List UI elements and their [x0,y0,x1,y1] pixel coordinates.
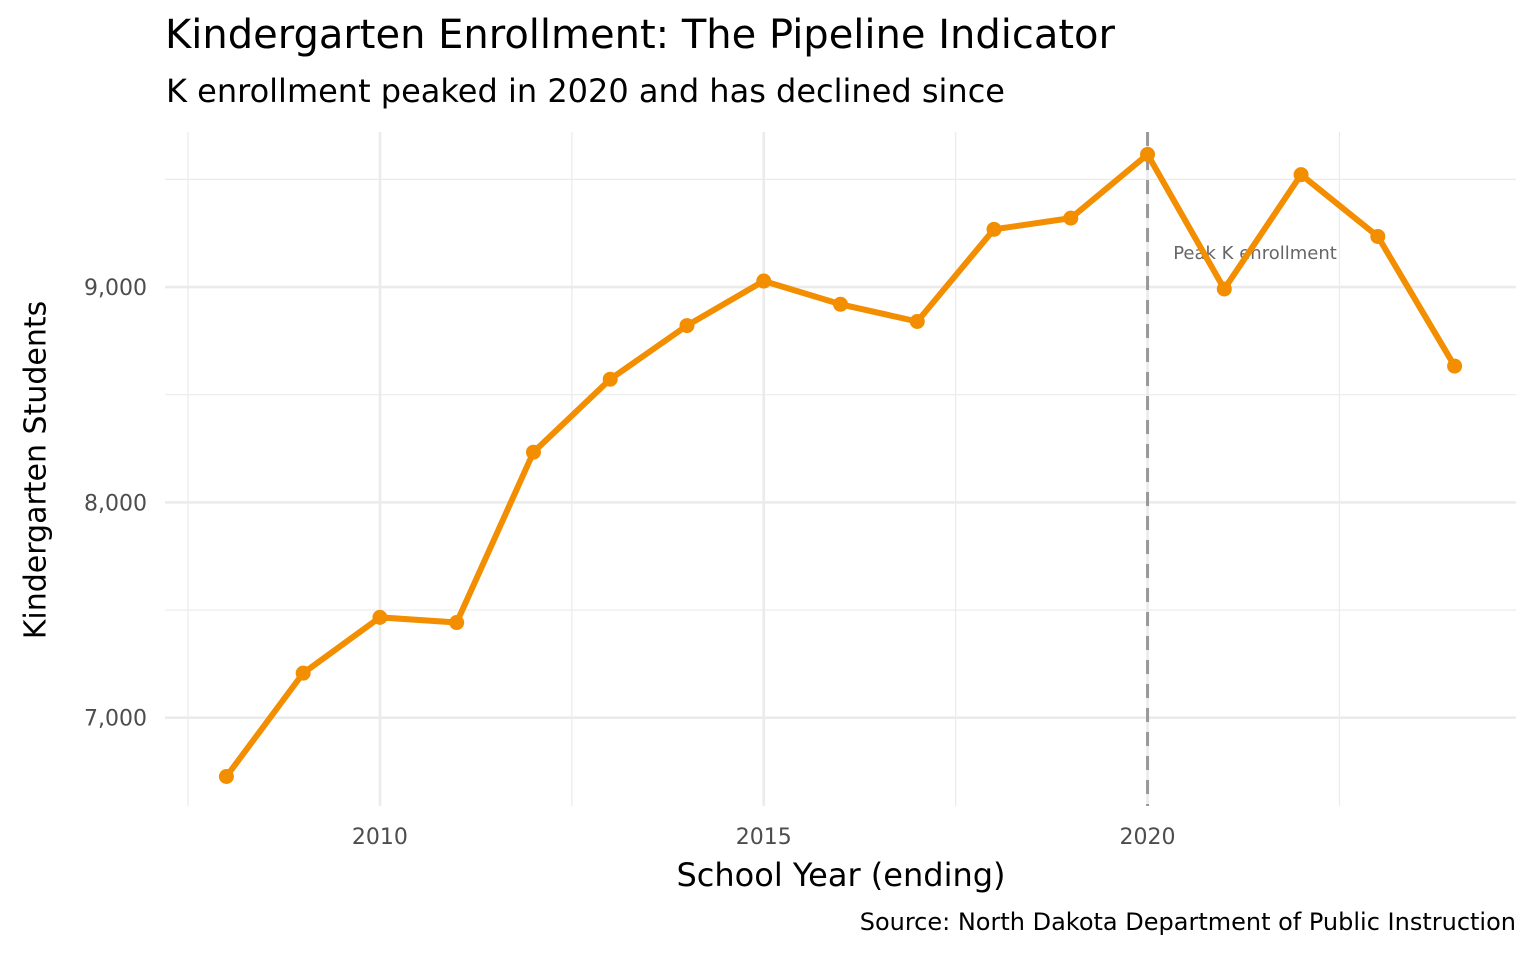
data-point [295,665,311,681]
data-point [1293,167,1309,183]
data-point [1370,228,1386,244]
data-point [525,444,541,460]
data-point [1447,358,1463,374]
tick-labels: 7,000 8,000 9,000 2010 2015 2020 [84,276,1176,850]
x-tick-label: 2010 [352,825,408,850]
chart-title: Kindergarten Enrollment: The Pipeline In… [165,12,1115,58]
minor-gridlines [165,132,1516,806]
y-tick-label: 7,000 [84,707,147,732]
x-tick-label: 2020 [1120,825,1176,850]
data-point [1140,146,1156,162]
data-point [1216,281,1232,297]
peak-annotation-label: Peak K enrollment [1173,243,1337,264]
annotations: Peak K enrollment [1146,132,1337,806]
x-tick-label: 2015 [736,825,792,850]
data-point [679,318,695,334]
data-point [1063,210,1079,226]
data-point [602,371,618,387]
y-tick-label: 8,000 [84,491,147,516]
y-axis-label: Kindergarten Students [18,300,54,640]
data-point [756,273,772,289]
data-point [372,609,388,625]
data-point [986,221,1002,237]
data-point [833,296,848,312]
data-point [449,615,465,631]
x-axis-label: School Year (ending) [676,856,1006,894]
source-caption: Source: North Dakota Department of Publi… [859,908,1516,936]
data-series [218,146,1463,784]
y-tick-label: 9,000 [84,276,147,301]
data-point [218,768,234,784]
data-point [909,313,925,329]
major-gridlines [165,132,1516,806]
chart-subtitle: K enrollment peaked in 2020 and has decl… [166,72,1005,110]
